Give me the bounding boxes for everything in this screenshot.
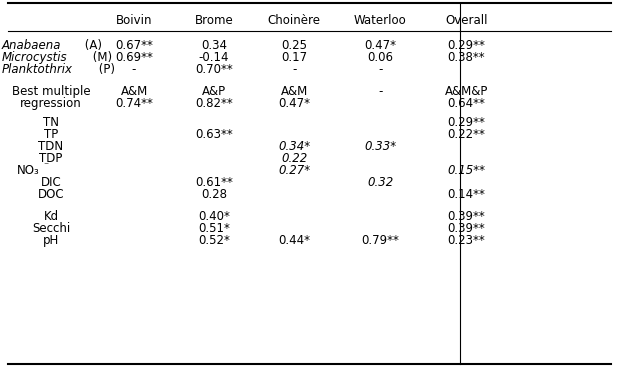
Text: Best multiple: Best multiple xyxy=(12,85,90,98)
Text: Waterloo: Waterloo xyxy=(354,14,407,27)
Text: A&M&P: A&M&P xyxy=(445,85,488,98)
Text: Choinère: Choinère xyxy=(268,14,321,27)
Text: (P): (P) xyxy=(95,63,116,76)
Text: ⁻: ⁻ xyxy=(43,162,49,172)
Text: Secchi: Secchi xyxy=(32,222,70,235)
Text: 0.64**: 0.64** xyxy=(447,97,485,110)
Text: Microcystis: Microcystis xyxy=(2,51,67,64)
Text: 0.44*: 0.44* xyxy=(278,234,310,247)
Text: regression: regression xyxy=(20,97,82,110)
Text: 0.34: 0.34 xyxy=(201,39,227,52)
Text: 0.06: 0.06 xyxy=(367,51,393,64)
Text: NO₃: NO₃ xyxy=(17,164,40,177)
Text: -0.14: -0.14 xyxy=(199,51,229,64)
Text: 0.51*: 0.51* xyxy=(198,222,230,235)
Text: Planktothrix: Planktothrix xyxy=(2,63,73,76)
Text: 0.39**: 0.39** xyxy=(447,222,485,235)
Text: -: - xyxy=(378,63,383,76)
Text: 0.22: 0.22 xyxy=(281,152,307,165)
Text: 0.67**: 0.67** xyxy=(115,39,153,52)
Text: 0.61**: 0.61** xyxy=(195,176,233,189)
Text: 0.33*: 0.33* xyxy=(364,140,396,153)
Text: 0.14**: 0.14** xyxy=(447,188,485,201)
Text: Brome: Brome xyxy=(195,14,234,27)
Text: 0.28: 0.28 xyxy=(201,188,227,201)
Text: 0.15**: 0.15** xyxy=(447,164,486,177)
Text: (M): (M) xyxy=(88,51,112,64)
Text: 0.32: 0.32 xyxy=(367,176,394,189)
Text: TN: TN xyxy=(43,116,59,128)
Text: -: - xyxy=(292,63,296,76)
Text: 0.63**: 0.63** xyxy=(195,128,233,141)
Text: 0.29**: 0.29** xyxy=(447,39,485,52)
Text: 0.23**: 0.23** xyxy=(447,234,485,247)
Text: 0.27*: 0.27* xyxy=(278,164,310,177)
Text: (A): (A) xyxy=(80,39,101,52)
Text: A&M: A&M xyxy=(281,85,308,98)
Text: 0.47*: 0.47* xyxy=(278,97,310,110)
Text: -: - xyxy=(132,63,136,76)
Text: Boivin: Boivin xyxy=(116,14,152,27)
Text: 0.34*: 0.34* xyxy=(278,140,310,153)
Text: DIC: DIC xyxy=(41,176,61,189)
Text: 0.29**: 0.29** xyxy=(447,116,485,128)
Text: DOC: DOC xyxy=(38,188,64,201)
Text: 0.40*: 0.40* xyxy=(198,210,230,223)
Text: 0.47*: 0.47* xyxy=(364,39,396,52)
Text: A&M: A&M xyxy=(121,85,148,98)
Text: TP: TP xyxy=(44,128,58,141)
Text: A&P: A&P xyxy=(202,85,226,98)
Text: 0.38**: 0.38** xyxy=(447,51,485,64)
Text: 0.22**: 0.22** xyxy=(447,128,485,141)
Text: Kd: Kd xyxy=(43,210,59,223)
Text: pH: pH xyxy=(43,234,59,247)
Text: 0.74**: 0.74** xyxy=(115,97,153,110)
Text: TDN: TDN xyxy=(38,140,64,153)
Text: -: - xyxy=(378,85,383,98)
Text: Overall: Overall xyxy=(445,14,488,27)
Text: 0.52*: 0.52* xyxy=(198,234,230,247)
Text: 0.17: 0.17 xyxy=(281,51,307,64)
Text: 0.69**: 0.69** xyxy=(115,51,153,64)
Text: 0.82**: 0.82** xyxy=(195,97,233,110)
Text: Anabaena: Anabaena xyxy=(2,39,61,52)
Text: TDP: TDP xyxy=(40,152,62,165)
Text: 0.39**: 0.39** xyxy=(447,210,485,223)
Text: 0.79**: 0.79** xyxy=(362,234,399,247)
Text: 0.70**: 0.70** xyxy=(195,63,233,76)
Text: 0.25: 0.25 xyxy=(281,39,307,52)
